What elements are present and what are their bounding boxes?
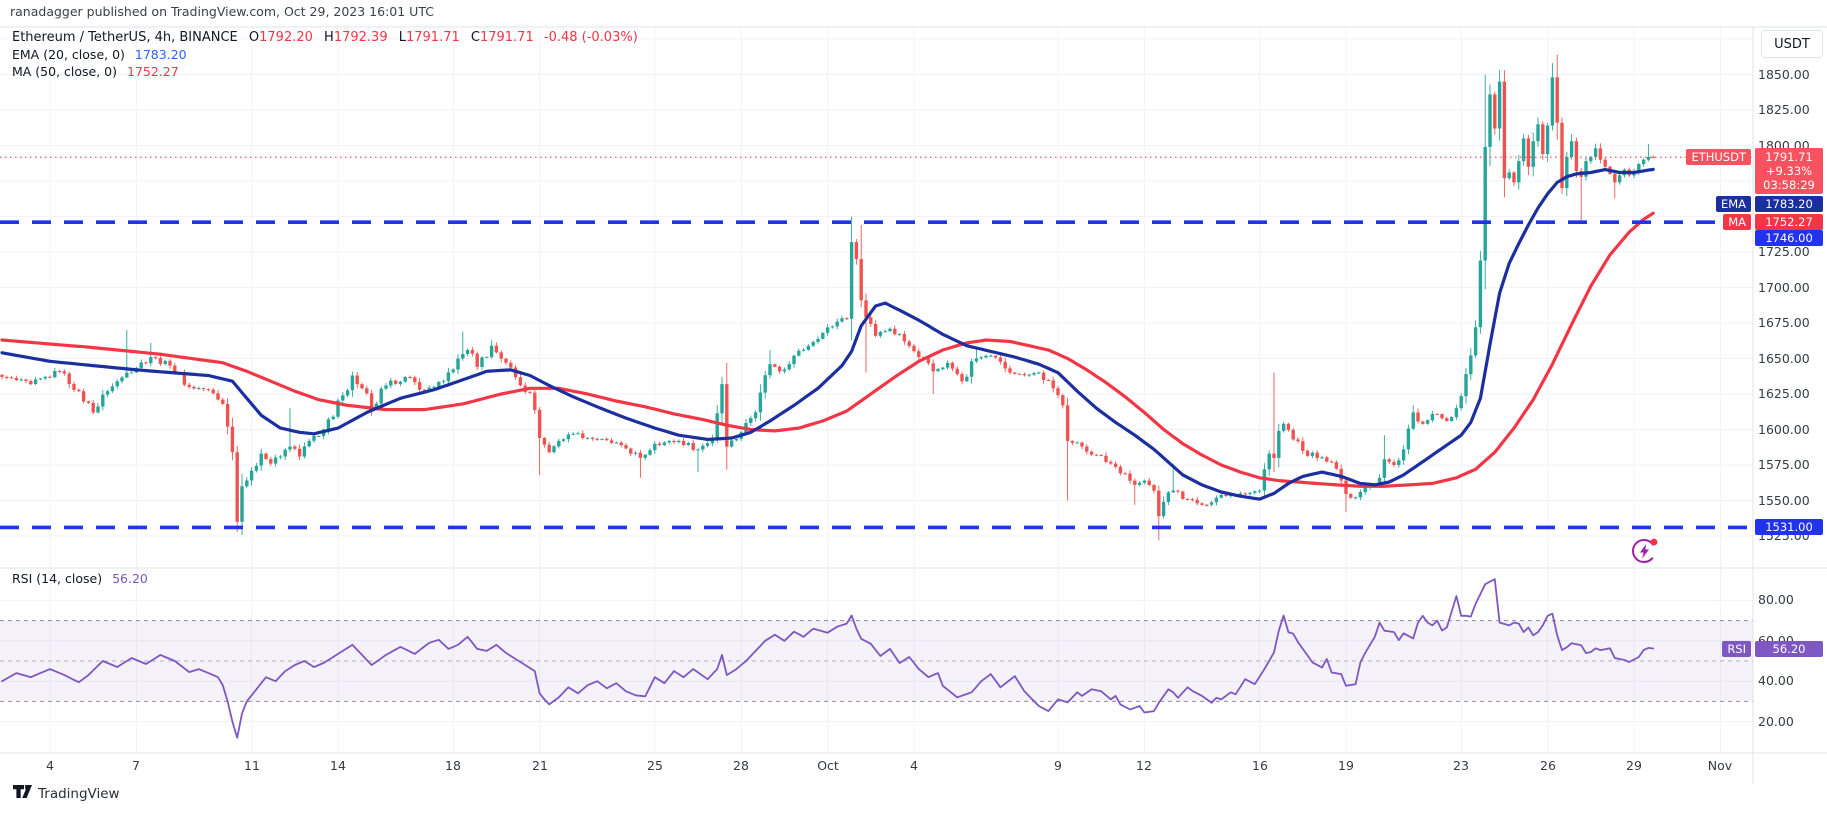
price-tick-label: 1550.00 bbox=[1758, 493, 1810, 508]
time-tick-label: 7 bbox=[132, 758, 140, 773]
rsi-tick-label: 80.00 bbox=[1758, 592, 1794, 607]
last-price-value: 1791.71 bbox=[1765, 150, 1813, 164]
ema-value: 1783.20 bbox=[134, 47, 187, 62]
ema-legend-row[interactable]: EMA (20, close, 0) 1783.20 bbox=[12, 46, 638, 63]
resistance-level-badge: 1746.00 bbox=[1755, 230, 1823, 246]
notification-dot bbox=[1650, 538, 1658, 546]
symbol-price-tag: ETHUSDT bbox=[1686, 149, 1751, 165]
tradingview-logo[interactable]: TradingView bbox=[13, 785, 120, 802]
rsi-value: 56.20 bbox=[112, 571, 148, 586]
open-value: 1792.20 bbox=[259, 30, 313, 45]
change-value: -0.48 (-0.03%) bbox=[543, 30, 638, 45]
currency-toggle-button[interactable]: USDT bbox=[1761, 30, 1823, 58]
last-price-badge: 1791.71 +9.33% 03:58:29 bbox=[1755, 148, 1823, 194]
price-tick-label: 1700.00 bbox=[1758, 280, 1810, 295]
support-level-badge: 1531.00 bbox=[1755, 519, 1823, 535]
time-tick-label: 19 bbox=[1338, 758, 1354, 773]
low-label: L bbox=[398, 30, 406, 45]
symbol-legend-row[interactable]: Ethereum / TetherUS, 4h, BINANCE O1792.2… bbox=[12, 29, 638, 46]
ma-price-badge: 1752.27 bbox=[1755, 214, 1823, 230]
time-tick-label: 28 bbox=[733, 758, 749, 773]
candle-countdown: 03:58:29 bbox=[1763, 178, 1815, 192]
time-tick-label: 25 bbox=[647, 758, 663, 773]
time-tick-label: 9 bbox=[1054, 758, 1062, 773]
ema-label: EMA (20, close, 0) bbox=[12, 47, 125, 62]
time-tick-label: 29 bbox=[1626, 758, 1642, 773]
time-tick-label: 21 bbox=[532, 758, 548, 773]
price-tick-label: 1650.00 bbox=[1758, 351, 1810, 366]
close-value: 1791.71 bbox=[479, 30, 534, 45]
time-tick-label: 12 bbox=[1136, 758, 1152, 773]
rsi-value-badge: 56.20 bbox=[1755, 641, 1823, 657]
open-label: O bbox=[248, 30, 260, 45]
price-tick-label: 1675.00 bbox=[1758, 315, 1810, 330]
rsi-tag: RSI bbox=[1722, 641, 1751, 657]
quick-trade-flash-icon[interactable] bbox=[1630, 536, 1660, 566]
lightning-bolt-icon bbox=[1640, 544, 1649, 559]
time-tick-label: Nov bbox=[1707, 758, 1733, 773]
high-label: H bbox=[324, 30, 334, 45]
ma-value: 1752.27 bbox=[127, 64, 179, 79]
high-value: 1792.39 bbox=[333, 30, 388, 45]
chart-legend: Ethereum / TetherUS, 4h, BINANCE O1792.2… bbox=[12, 29, 638, 80]
symbol-title[interactable]: Ethereum / TetherUS, 4h, BINANCE bbox=[12, 30, 238, 45]
tradingview-logo-icon bbox=[13, 785, 32, 798]
time-tick-label: 14 bbox=[330, 758, 346, 773]
time-tick-label: 23 bbox=[1453, 758, 1469, 773]
time-tick-label: 18 bbox=[445, 758, 461, 773]
time-tick-label: 4 bbox=[910, 758, 918, 773]
time-tick-label: 26 bbox=[1540, 758, 1556, 773]
change-percent: +9.33% bbox=[1765, 164, 1813, 178]
price-tick-label: 1825.00 bbox=[1758, 102, 1810, 117]
ma-tag: MA bbox=[1723, 214, 1751, 230]
ma-label: MA (50, close, 0) bbox=[12, 64, 118, 79]
rsi-tick-label: 40.00 bbox=[1758, 673, 1794, 688]
price-tick-label: 1600.00 bbox=[1758, 422, 1810, 437]
publish-attribution: ranadagger published on TradingView.com,… bbox=[10, 4, 434, 19]
price-tick-label: 1725.00 bbox=[1758, 244, 1810, 259]
low-value: 1791.71 bbox=[405, 30, 460, 45]
time-tick-label: Oct bbox=[817, 758, 839, 773]
price-tick-label: 1625.00 bbox=[1758, 386, 1810, 401]
time-tick-label: 4 bbox=[46, 758, 54, 773]
rsi-label: RSI (14, close) bbox=[12, 571, 103, 586]
price-tick-label: 1575.00 bbox=[1758, 457, 1810, 472]
tradingview-logo-text: TradingView bbox=[38, 785, 120, 802]
ema-price-badge: 1783.20 bbox=[1755, 196, 1823, 212]
ma-legend-row[interactable]: MA (50, close, 0) 1752.27 bbox=[12, 63, 638, 80]
rsi-tick-label: 20.00 bbox=[1758, 714, 1794, 729]
time-tick-label: 16 bbox=[1252, 758, 1268, 773]
time-tick-label: 11 bbox=[244, 758, 260, 773]
ema-tag: EMA bbox=[1715, 196, 1751, 212]
rsi-legend-row[interactable]: RSI (14, close) 56.20 bbox=[12, 570, 148, 587]
price-tick-label: 1850.00 bbox=[1758, 67, 1810, 82]
close-label: C bbox=[470, 30, 480, 45]
